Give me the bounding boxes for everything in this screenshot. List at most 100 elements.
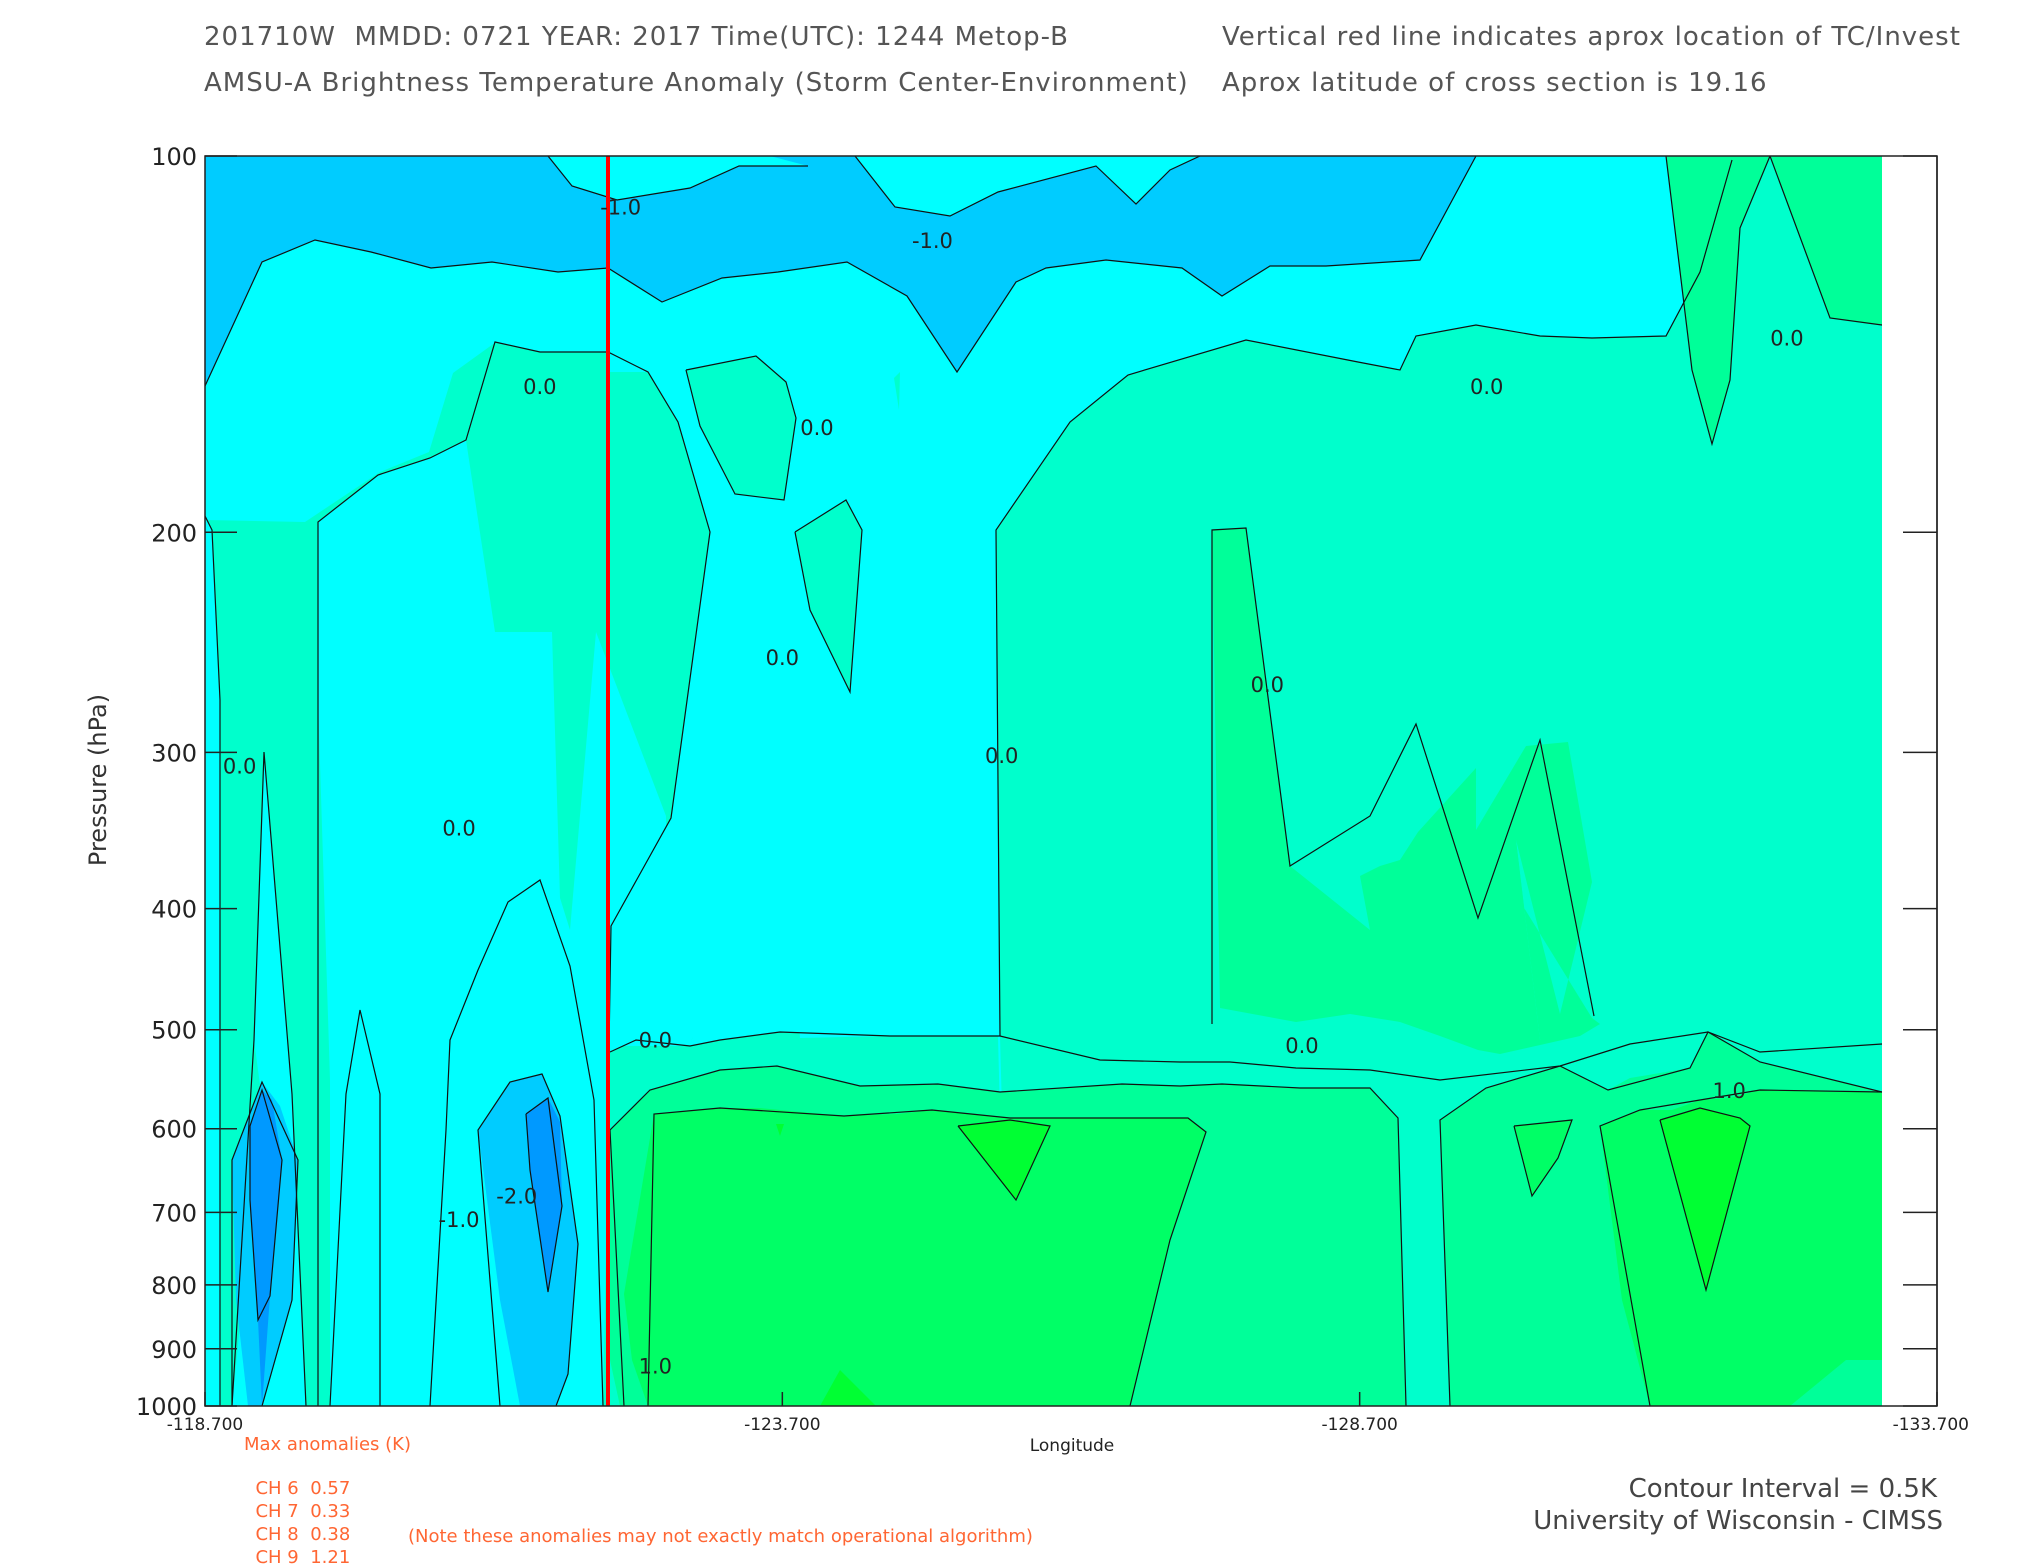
- contour-line-cold-center-inner: [525, 1096, 563, 1293]
- contour-line-zero-patch-b: [794, 499, 863, 695]
- y-tick-label: 300: [151, 739, 197, 767]
- contour-line-minus1-top: [205, 156, 1477, 387]
- contour-label: -2.0: [496, 1185, 537, 1209]
- contour-label: -1.0: [600, 196, 641, 220]
- anomaly-row-ch9: CH 9 1.21: [244, 1526, 350, 1568]
- anomaly-channel: CH 7: [255, 1501, 299, 1522]
- y-tick-label: 900: [151, 1336, 197, 1364]
- contour-line-cold-left-inner: [249, 1087, 283, 1323]
- contour-label: 0.0: [639, 1028, 672, 1052]
- anomaly-channel: CH 9: [255, 1547, 299, 1568]
- contour-label: 0.0: [1770, 327, 1803, 351]
- contour-line-zero-upper-right: [1665, 156, 1771, 447]
- x-tick-label: -133.700: [1893, 1415, 1969, 1435]
- y-axis-label: Pressure (hPa): [84, 694, 112, 866]
- region-teal-patch-a: [686, 356, 796, 500]
- plot-white-margin: [1882, 157, 1936, 1405]
- contour-line-onehalf-lower: [647, 1107, 1207, 1406]
- region-green2-lower-main: [624, 1108, 1206, 1406]
- contour-label: 1.0: [1712, 1079, 1745, 1103]
- contour-labels: -1.0 -1.0 0.0 0.0 0.0 0.0 0.0 0.0 0.0 0.0 0.0 0.0 0.…: [223, 196, 1804, 1379]
- y-tick-label: 700: [151, 1199, 197, 1227]
- contour-label: -1.0: [439, 1208, 480, 1232]
- region-cyan-gap-center: [690, 716, 1000, 1046]
- header-title-line1: 201710W MMDD: 0721 YEAR: 2017 Time(UTC):…: [204, 22, 1069, 52]
- region-cold-core-center-inner: [526, 1098, 562, 1292]
- contour-line-one-lower: [609, 1065, 1407, 1406]
- y-tick-label: 500: [151, 1017, 197, 1045]
- contour-label: 1.0: [639, 1355, 672, 1379]
- contour-line-core-right: [1659, 1107, 1751, 1293]
- y-tick-label: 800: [151, 1272, 197, 1300]
- contour-line-one-right: [1439, 1031, 1882, 1406]
- contour-interval-note: Contour Interval = 0.5K: [1628, 1474, 1937, 1504]
- axis-ticks: 100 200 300 400 500 600 700 800 900 1000-118.700 -…: [136, 143, 1969, 1435]
- contour-lines: [205, 156, 1882, 1406]
- region-max-warm-core-bottom: [820, 1370, 876, 1406]
- contour-line-zero-low: [609, 1031, 1882, 1081]
- x-tick-label: -128.700: [1321, 1415, 1397, 1435]
- region-max-warm-core-right: [1660, 1108, 1750, 1290]
- y-tick-label: 100: [151, 143, 197, 171]
- region-cyan-notch-2: [855, 156, 1200, 216]
- region-green-right-tall: [1212, 528, 1600, 1054]
- contour-label: 0.0: [766, 646, 799, 670]
- header-note-latitude: Aprox latitude of cross section is 19.16: [1222, 68, 1768, 98]
- region-tiny-patch: [776, 1124, 784, 1136]
- contour-line-strip-1: [205, 515, 221, 1406]
- region-upper-blue-band: [205, 156, 1476, 386]
- y-tick-label: 600: [151, 1116, 197, 1144]
- contour-line-onehalf-right: [1599, 1089, 1882, 1406]
- contour-label: 0.0: [442, 816, 475, 840]
- anomalies-title: Max anomalies (K): [244, 1434, 411, 1455]
- contour-label: 0.0: [523, 375, 556, 399]
- anomaly-row-ch8: CH 8 0.38: [244, 1503, 350, 1545]
- region-cyan-notch-1: [548, 156, 808, 200]
- contour-label: 0.0: [1251, 673, 1284, 697]
- contour-label: 0.0: [800, 416, 833, 440]
- anomaly-row-ch7: CH 7 0.33: [244, 1480, 350, 1522]
- anomaly-row-ch6: CH 6 0.57: [244, 1457, 350, 1499]
- x-axis-label: Longitude: [1030, 1436, 1115, 1456]
- contour-line-cold-left: [231, 1080, 299, 1406]
- anomaly-channel: CH 6: [255, 1478, 299, 1499]
- contour-label: 0.0: [223, 755, 256, 779]
- anomaly-value: 1.21: [310, 1547, 351, 1568]
- contour-line-zero-right-tall: [1211, 527, 1595, 1024]
- anomaly-value: 0.57: [310, 1478, 351, 1499]
- header-title-line2: AMSU-A Brightness Temperature Anomaly (S…: [204, 68, 1189, 98]
- anomalies-note: (Note these anomalies may not exactly ma…: [408, 1526, 1033, 1547]
- x-tick-label: -123.700: [744, 1415, 820, 1435]
- contour-line-strip-2: [231, 751, 307, 1406]
- y-tick-label: 200: [151, 519, 197, 547]
- region-green-upper-far-right: [1770, 156, 1882, 325]
- contour-fill-layer: [205, 156, 1882, 1406]
- region-teal-patch-b: [795, 500, 862, 692]
- contour-line-strip-4: [429, 879, 604, 1406]
- anomaly-channel: CH 8: [255, 1524, 299, 1545]
- region-cyan-channel-left: [205, 516, 220, 1406]
- contour-label: 0.0: [1470, 375, 1503, 399]
- contour-line-minus1-notch1: [547, 156, 808, 201]
- anomaly-value: 0.38: [310, 1524, 351, 1545]
- contour-label: -1.0: [912, 229, 953, 253]
- region-green-upper-right: [1666, 156, 1770, 444]
- region-green-right-band: [1476, 742, 1600, 1040]
- region-teal-patch-c: [894, 372, 900, 410]
- region-max-warm-core-left: [958, 1120, 1050, 1200]
- region-green2-lower-right: [1600, 1090, 1882, 1406]
- x-tick-label: -118.700: [167, 1415, 243, 1435]
- y-tick-label: 1000: [136, 1393, 197, 1421]
- contour-line-zero-mid: [995, 159, 1733, 1037]
- y-tick-label: 400: [151, 896, 197, 924]
- contour-line-zero-left: [317, 341, 711, 1406]
- region-cold-core-left-inner: [250, 1090, 282, 1406]
- contour-line-cold-center: [477, 1073, 579, 1406]
- contour-line-zero-patch-a: [685, 355, 797, 501]
- contour-line-core-left: [957, 1119, 1051, 1202]
- header-note-red-line: Vertical red line indicates aprox locati…: [1222, 22, 1961, 52]
- institution-credit: University of Wisconsin - CIMSS: [1533, 1506, 1943, 1536]
- contour-line-zero-far-right: [1769, 156, 1882, 326]
- contour-line-strip-3: [329, 1009, 381, 1406]
